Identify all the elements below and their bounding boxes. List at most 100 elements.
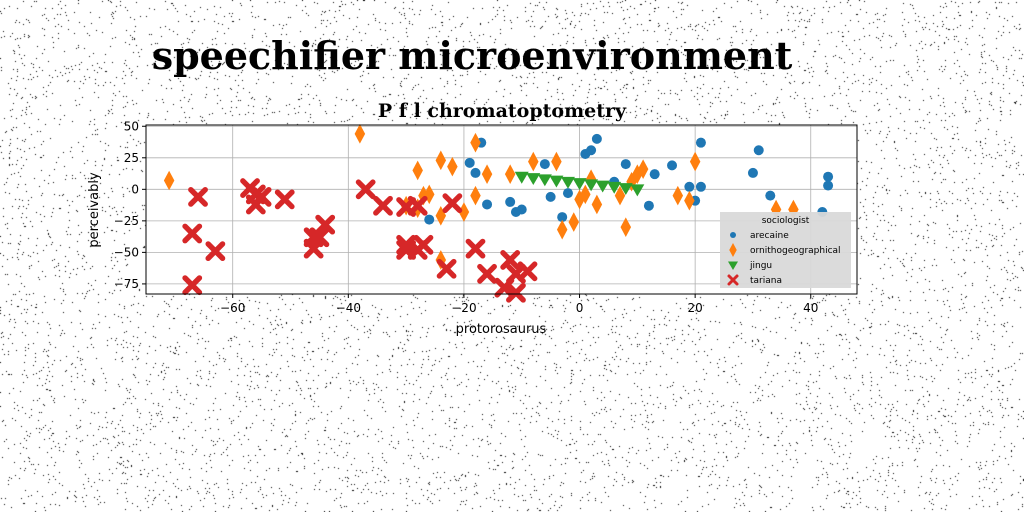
x-axis-label: protorosaurus (456, 322, 547, 337)
data-point-ornithogeographical (163, 170, 175, 191)
data-point-jingu (618, 183, 633, 196)
data-point-jingu (572, 178, 587, 191)
legend-label-arecaine: arecaine (750, 231, 789, 241)
data-point-jingu (560, 176, 575, 189)
data-point-tariana (182, 275, 203, 296)
x-tick-label: −60 (220, 301, 245, 315)
legend-title: sociologist (762, 216, 810, 226)
data-point-ornithogeographical (614, 185, 626, 206)
data-point-ornithogeographical (556, 219, 568, 240)
data-point-ornithogeographical (551, 151, 562, 172)
legend-label-ornithogeographical: ornithogeographical (750, 246, 841, 256)
data-point-tariana (309, 227, 330, 248)
data-point-ornithogeographical (637, 159, 649, 179)
data-point-ornithogeographical (435, 150, 447, 171)
data-point-ornithogeographical (504, 164, 516, 184)
data-point-tariana (373, 195, 393, 216)
data-point-ornithogeographical (574, 189, 585, 210)
data-point-tariana (477, 263, 497, 284)
data-point-arecaine (765, 190, 776, 201)
x-tick-label: −40 (336, 301, 361, 315)
legend-marker-tariana (727, 274, 739, 286)
data-point-tariana (188, 186, 208, 207)
legend-marker-ornithogeographical (729, 243, 737, 257)
legend-marker-arecaine (730, 232, 736, 238)
data-point-tariana (315, 214, 336, 235)
data-point-jingu (537, 174, 552, 187)
data-point-arecaine (684, 181, 695, 192)
data-point-ornithogeographical (568, 212, 580, 232)
data-point-arecaine (753, 145, 764, 156)
y-tick-label: 25 (124, 151, 139, 165)
data-point-jingu (595, 180, 610, 193)
data-point-ornithogeographical (672, 185, 684, 206)
data-point-ornithogeographical (585, 169, 597, 190)
plot-frame (145, 124, 858, 295)
data-point-tariana (442, 193, 463, 214)
y-tick-label: 50 (124, 119, 139, 133)
data-point-tariana (413, 234, 434, 255)
data-point-tariana (407, 195, 428, 216)
data-point-arecaine (695, 181, 706, 192)
series-arecaine (424, 133, 834, 225)
legend: sociologist arecaine ornithogeographical ji… (720, 212, 851, 288)
data-point-arecaine (482, 199, 493, 210)
data-point-tariana (436, 258, 457, 279)
data-point-ornithogeographical (528, 151, 539, 172)
data-point-ornithogeographical (458, 202, 470, 222)
data-point-arecaine (464, 157, 475, 168)
data-point-tariana (303, 238, 324, 259)
data-point-ornithogeographical (447, 156, 458, 177)
data-point-jingu (584, 179, 599, 192)
y-tick-label: 0 (131, 182, 139, 196)
data-point-tariana (274, 189, 295, 210)
series-jingu (514, 171, 645, 197)
data-point-tariana (251, 186, 272, 207)
data-point-arecaine (586, 145, 597, 156)
data-point-ornithogeographical (620, 217, 632, 237)
data-point-arecaine (695, 137, 706, 148)
x-tick-label: −20 (451, 301, 476, 315)
chart-title: P f l chromatoptometry (378, 100, 627, 122)
data-point-arecaine (667, 160, 678, 171)
y-tick-label: −75 (114, 277, 139, 291)
data-point-arecaine (562, 188, 573, 199)
data-point-arecaine (424, 214, 435, 225)
x-tick-label: 20 (688, 301, 703, 315)
data-point-ornithogeographical (580, 184, 591, 205)
data-point-arecaine (643, 200, 654, 211)
data-point-ornithogeographical (632, 164, 643, 184)
x-tick-label: 0 (576, 301, 584, 315)
data-point-ornithogeographical (412, 160, 423, 181)
data-point-arecaine (557, 212, 568, 223)
legend-label-jingu: jingu (749, 261, 772, 271)
axis-ticks: −60 −40 −20 0 20 40 −75 −50 −25 0 25 50 (114, 119, 819, 315)
data-point-ornithogeographical (481, 164, 493, 184)
data-point-arecaine (510, 207, 521, 218)
data-point-tariana (355, 179, 376, 200)
data-point-arecaine (591, 133, 602, 144)
figure-title: speechifier microenvironment (152, 33, 793, 78)
data-point-arecaine (470, 167, 481, 178)
data-point-tariana (182, 223, 203, 244)
data-point-arecaine (823, 180, 834, 191)
data-point-jingu (630, 184, 645, 197)
legend-label-tariana: tariana (750, 276, 782, 286)
data-marks (163, 124, 834, 303)
data-point-jingu (526, 173, 541, 185)
data-point-arecaine (545, 191, 556, 202)
y-tick-label: −50 (114, 245, 139, 259)
data-point-arecaine (539, 159, 550, 170)
legend-box (720, 212, 851, 288)
data-point-ornithogeographical (354, 124, 366, 144)
legend-marker-jingu (728, 261, 738, 270)
data-point-arecaine (747, 167, 758, 178)
data-point-tariana (500, 250, 521, 270)
data-point-jingu (514, 171, 529, 184)
data-point-tariana (205, 241, 226, 262)
data-point-jingu (607, 181, 622, 194)
data-point-arecaine (620, 159, 631, 170)
data-point-ornithogeographical (470, 132, 481, 153)
y-tick-label: −25 (114, 214, 139, 228)
